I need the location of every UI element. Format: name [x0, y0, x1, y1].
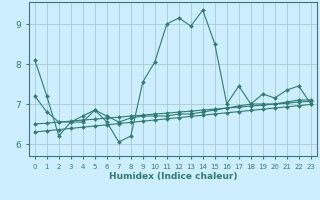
X-axis label: Humidex (Indice chaleur): Humidex (Indice chaleur) — [108, 172, 237, 181]
